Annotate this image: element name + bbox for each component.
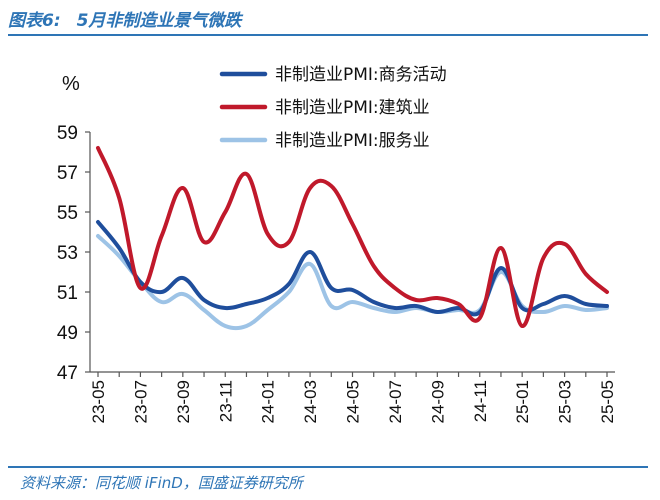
x-tick-label: 23-09 — [174, 380, 193, 423]
x-tick-label: 23-07 — [131, 380, 150, 423]
source-note: 资料来源：同花顺 iFinD，国盛证券研究所 — [20, 474, 303, 492]
x-tick-label: 24-01 — [259, 380, 278, 423]
legend-label-1: 非制造业PMI:商务活动 — [275, 65, 447, 85]
series-line-1 — [96, 220, 609, 317]
chart-axes: 47 49 51 53 55 57 59 23-05 23-07 23-09 23-11 24-01 2… — [57, 123, 617, 423]
chart-series — [96, 146, 609, 331]
series-line-2 — [96, 146, 609, 329]
y-tick-label: 49 — [57, 323, 78, 344]
x-tick-label: 23-11 — [216, 380, 235, 422]
top-rule — [8, 34, 648, 36]
y-tick-label: 55 — [57, 203, 78, 224]
x-tick-label: 25-03 — [556, 380, 575, 423]
y-tick-label: 53 — [57, 243, 78, 264]
y-tick-label: 59 — [57, 123, 78, 144]
figure-label: 图表6: — [8, 11, 61, 31]
legend-label-3: 非制造业PMI:服务业 — [275, 131, 430, 151]
x-tick-label: 24-07 — [386, 380, 405, 423]
x-tick-label: 25-05 — [598, 380, 617, 423]
bottom-rule — [8, 466, 648, 468]
y-tick-label: 47 — [57, 363, 78, 384]
x-tick-label: 24-03 — [301, 380, 320, 423]
x-tick-label: 24-11 — [471, 380, 490, 422]
x-tick-label: 25-01 — [513, 380, 532, 423]
x-tick-label: 24-05 — [344, 380, 363, 423]
figure-title: 5月非制造业景气微跌 — [76, 11, 242, 31]
x-tick-label: 24-09 — [428, 380, 447, 423]
y-unit-label: % — [62, 73, 80, 95]
y-tick-label: 57 — [57, 163, 78, 184]
legend-label-2: 非制造业PMI:建筑业 — [275, 98, 430, 118]
x-tick-label: 23-05 — [89, 380, 108, 423]
figure-caption: 图表6: 5月非制造业景气微跌 — [8, 6, 251, 31]
y-tick-label: 51 — [57, 283, 78, 304]
